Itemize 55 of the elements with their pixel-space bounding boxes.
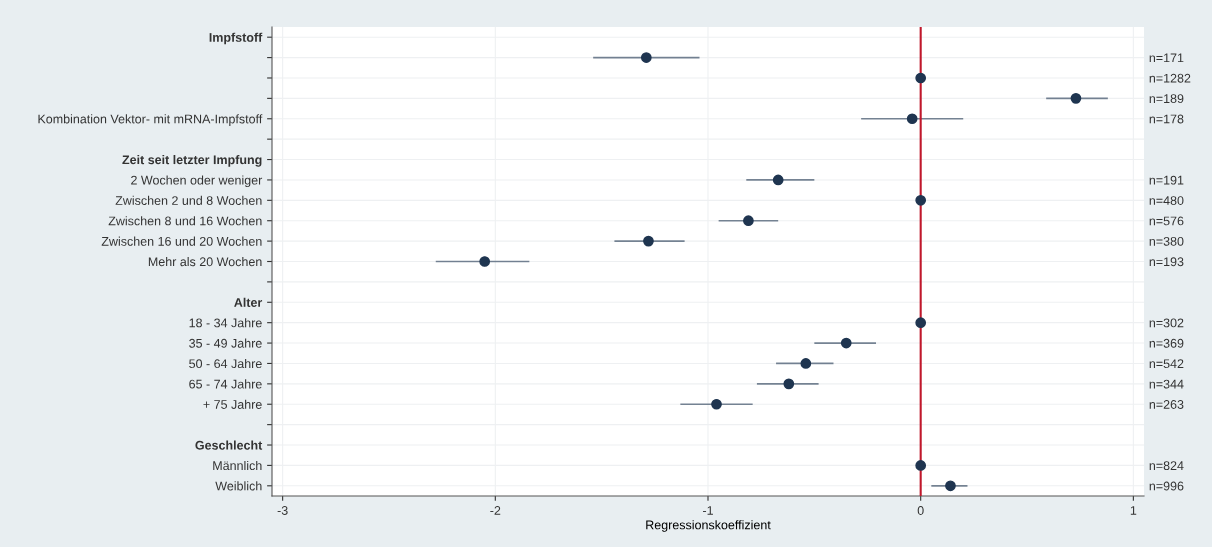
- y-tick-label: Zwischen 2 und 8 Wochen: [115, 195, 262, 205]
- y2-tick-label: n=369: [1149, 338, 1184, 348]
- y2-tick-label: n=480: [1149, 196, 1184, 205]
- y2-tick-label: n=193: [1149, 257, 1184, 267]
- point: [915, 72, 927, 84]
- y-tick-label: 50 - 64 Jahre: [189, 358, 262, 369]
- point: [800, 358, 812, 369]
- y2-tick-label: n=189: [1149, 94, 1184, 104]
- point: [915, 194, 927, 206]
- y2-tick-label: n=302: [1149, 318, 1184, 328]
- point: [783, 378, 795, 390]
- y2-tick-label: n=542: [1149, 359, 1184, 369]
- x-tick-label: -1: [703, 506, 713, 515]
- point: [640, 52, 652, 63]
- point: [1070, 93, 1082, 104]
- point: [711, 398, 722, 410]
- y2-tick-label: n=171: [1149, 53, 1184, 63]
- y-tick-label: Zwischen 8 und 16 Wochen: [108, 216, 262, 226]
- y-tick-label: 2 Wochen oder weniger: [131, 175, 263, 188]
- point: [772, 174, 784, 186]
- point: [743, 215, 754, 227]
- y-tick-label: Zwischen 16 und 20 Wochen: [101, 236, 262, 246]
- x-tick-label: -3: [277, 506, 288, 515]
- y2-tick-label: n=576: [1149, 216, 1184, 226]
- point: [915, 317, 927, 329]
- y-tick-label: Mehr als 20 Wochen: [148, 256, 262, 267]
- y2-tick-label: n=191: [1149, 175, 1184, 185]
- y-tick-label: Weiblich: [215, 481, 262, 491]
- y2-tick-label: n=824: [1149, 461, 1184, 471]
- y2-tick-label: n=178: [1149, 114, 1184, 124]
- point: [906, 113, 918, 125]
- y-tick-label: 35 - 49 Jahre: [189, 338, 262, 348]
- point: [945, 480, 956, 492]
- point: [479, 256, 491, 267]
- y-tick-label: Alter: [234, 297, 263, 307]
- y-tick-label: + 75 Jahre: [203, 399, 262, 409]
- y-tick-label: 18 - 34 Jahre: [189, 318, 262, 328]
- x-tick-label: 1: [1130, 506, 1137, 515]
- y2-tick-label: n=344: [1149, 379, 1184, 389]
- y2-tick-label: n=996: [1149, 481, 1184, 491]
- y2-tick-label: n=380: [1149, 236, 1184, 246]
- y-tick-label: Männlich: [213, 460, 262, 471]
- y-tick-label: Zeit seit letzter Impfung: [122, 155, 262, 167]
- point: [643, 235, 654, 247]
- x-axis-title: Regressionskoeffizient: [646, 520, 771, 532]
- y2-tick-label: n=263: [1149, 400, 1184, 409]
- point: [840, 337, 852, 349]
- x-tick-label: 0: [917, 506, 924, 515]
- y-tick-label: Impfstoff: [209, 32, 263, 45]
- point: [915, 460, 927, 471]
- y-tick-label: 65 - 74 Jahre: [189, 379, 262, 389]
- y-tick-label: Kombination Vektor- mit mRNA-Impfstoff: [38, 114, 263, 126]
- x-tick-label: -2: [490, 506, 501, 515]
- y-tick-label: Geschlecht: [195, 440, 263, 450]
- y2-tick-label: n=1282: [1149, 73, 1191, 83]
